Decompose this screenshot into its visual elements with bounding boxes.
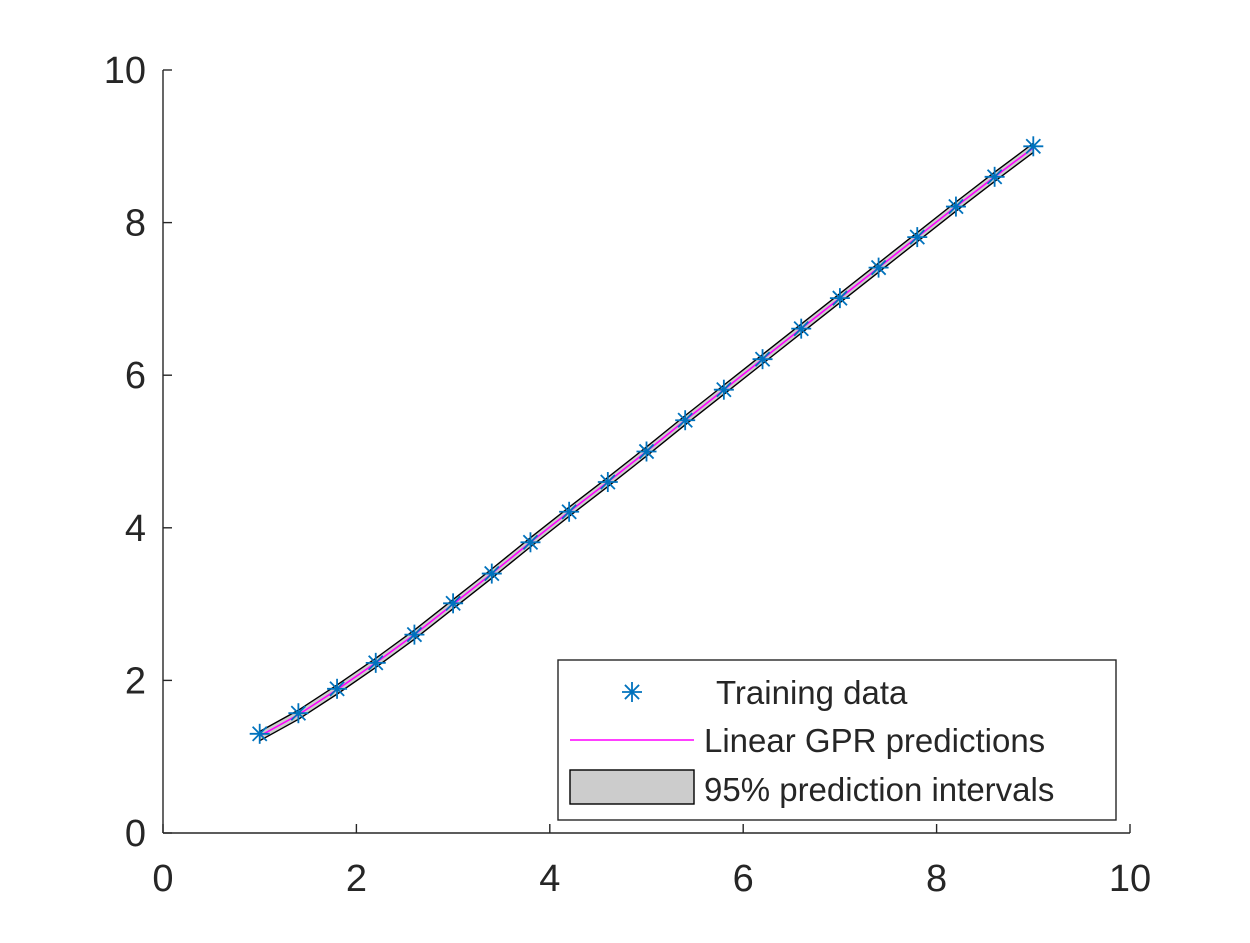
- training-data-point: [327, 678, 348, 699]
- legend-label-training-data: Training data: [716, 674, 908, 711]
- y-tick-label: 4: [125, 508, 146, 550]
- y-tick-label: 0: [125, 813, 146, 855]
- legend-interval-swatch: [569, 769, 695, 805]
- x-tick-label: 0: [152, 858, 173, 900]
- training-data-point: [249, 723, 270, 744]
- training-data-point-stroke: [290, 705, 307, 721]
- legend-label-predictions: Linear GPR predictions: [704, 722, 1045, 759]
- axes: 0 2 4 6 8 10 0 2 4 6 8 10: [104, 50, 1151, 900]
- y-tick-label: 6: [125, 355, 146, 397]
- training-data-point: [791, 318, 812, 339]
- training-data-point: [829, 288, 850, 309]
- training-data-point: [675, 410, 696, 431]
- training-data-point: [752, 349, 773, 370]
- training-data-point: [365, 652, 386, 673]
- training-data-point: [597, 472, 618, 493]
- x-tick-label: 2: [346, 858, 367, 900]
- training-data-point: [868, 257, 889, 278]
- training-data-point-stroke: [793, 320, 809, 337]
- training-data-point-stroke: [716, 381, 732, 398]
- training-data-point-stroke: [329, 681, 345, 697]
- training-data-point: [481, 563, 502, 584]
- training-data-point: [907, 227, 928, 248]
- training-data-point-stroke: [870, 259, 887, 276]
- training-data-point-stroke: [986, 169, 1003, 185]
- training-data-point: [443, 593, 464, 614]
- training-data-point-stroke: [251, 726, 268, 742]
- training-data-point-stroke: [754, 351, 771, 367]
- x-tick-label: 8: [926, 858, 947, 900]
- training-data-point-stroke: [445, 595, 461, 612]
- training-data-point-stroke: [832, 290, 848, 306]
- training-data-point-stroke: [368, 655, 384, 671]
- training-data-point-stroke: [406, 626, 423, 643]
- legend: Training data Linear GPR predictions 95% p…: [557, 659, 1117, 821]
- training-data-point: [559, 501, 580, 522]
- training-data-point: [520, 532, 541, 553]
- training-data-point: [1023, 136, 1044, 157]
- training-data-point: [288, 703, 309, 724]
- training-data-point-stroke: [638, 443, 655, 460]
- training-data-point-stroke: [948, 198, 964, 215]
- legend-label-intervals: 95% prediction intervals: [704, 771, 1054, 808]
- x-tick-label: 6: [733, 858, 754, 900]
- legend-training-data-icon-stroke: [624, 684, 640, 700]
- x-tick-label: 10: [1109, 858, 1151, 900]
- y-tick-label: 8: [125, 203, 146, 245]
- training-data-point: [945, 196, 966, 217]
- training-data-point-stroke: [561, 504, 577, 520]
- training-data-point-stroke: [522, 534, 539, 551]
- training-data-point-stroke: [1025, 138, 1042, 155]
- training-data-point: [713, 379, 734, 400]
- x-tick-label: 4: [539, 858, 560, 900]
- y-tick-label: 10: [104, 50, 146, 92]
- training-data-point-stroke: [600, 474, 616, 490]
- legend-training-data-icon: [622, 682, 642, 702]
- training-data-point: [636, 441, 657, 462]
- training-data-point: [404, 624, 425, 645]
- training-data-point-stroke: [677, 412, 693, 428]
- y-tick-label: 2: [125, 660, 146, 702]
- training-data-point-stroke: [909, 229, 925, 245]
- training-data-point: [984, 166, 1005, 187]
- training-data-layer: [249, 136, 1044, 744]
- training-data-point-stroke: [484, 565, 500, 582]
